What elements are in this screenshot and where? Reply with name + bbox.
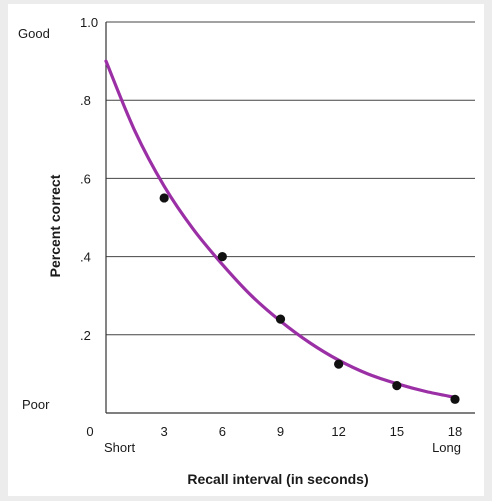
y-tick-layer: 1.0 .8 .6 .4 .2 [80, 15, 98, 343]
y-tick-label: .6 [80, 171, 91, 186]
data-point [159, 193, 169, 203]
y-label-good: Good [18, 26, 50, 41]
y-tick-label: 1.0 [80, 15, 98, 30]
x-tick-label: 3 [161, 424, 168, 439]
x-label-short: Short [104, 440, 135, 455]
curve-layer [104, 59, 457, 399]
chart-svg: 1.0 .8 .6 .4 .2 0 3 6 9 12 15 18 Good Poor Short L… [18, 15, 475, 487]
data-point [217, 252, 227, 262]
point-layer [159, 193, 460, 404]
forgetting-curve [104, 59, 457, 399]
data-point [334, 359, 344, 369]
x-tick-layer: 0 3 6 9 12 15 18 [86, 424, 462, 439]
x-tick-label: 18 [448, 424, 462, 439]
chart-figure: 1.0 .8 .6 .4 .2 0 3 6 9 12 15 18 Good Poor Short L… [8, 4, 484, 496]
x-tick-label: 6 [219, 424, 226, 439]
x-tick-label: 15 [390, 424, 404, 439]
y-axis-title: Percent correct [47, 174, 63, 277]
x-tick-label: 12 [331, 424, 345, 439]
grid-layer [106, 21, 475, 336]
x-tick-label: 9 [277, 424, 284, 439]
y-tick-label: .2 [80, 328, 91, 343]
x-tick-label: 0 [86, 424, 93, 439]
x-axis-title: Recall interval (in seconds) [187, 471, 368, 487]
y-tick-label: .8 [80, 93, 91, 108]
y-tick-label: .4 [80, 250, 91, 265]
data-point [450, 394, 460, 404]
data-point [392, 381, 402, 391]
y-label-poor: Poor [22, 397, 50, 412]
data-point [275, 314, 286, 324]
x-label-long: Long [432, 440, 461, 455]
